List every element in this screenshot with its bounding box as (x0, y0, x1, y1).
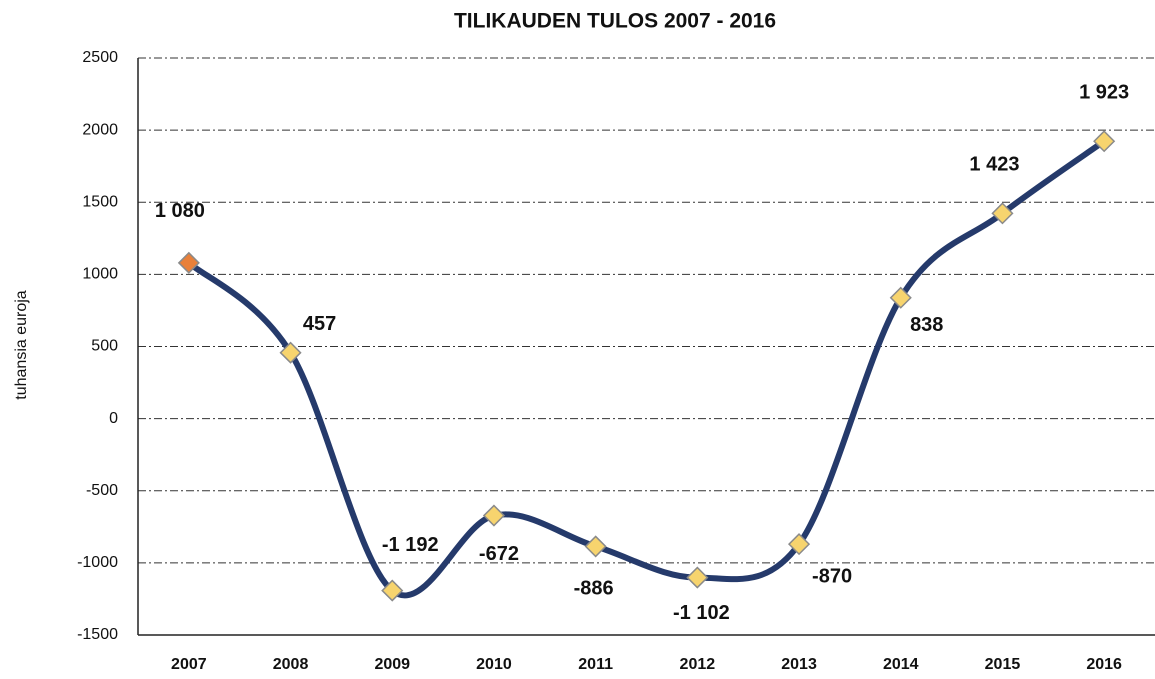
value-label: -870 (812, 565, 852, 587)
marker (381, 579, 404, 602)
marker (889, 286, 912, 309)
x-tick-label: 2014 (883, 656, 919, 673)
y-tick-label: 0 (109, 410, 118, 427)
x-tick-label: 2007 (171, 656, 207, 673)
value-label: 457 (303, 313, 336, 335)
marker (279, 341, 302, 364)
line (186, 138, 1106, 599)
y-tick-label: -1000 (77, 554, 118, 571)
x-tick-label: 2015 (985, 656, 1021, 673)
marker (991, 202, 1014, 225)
marker (584, 535, 607, 558)
y-tick-label: -500 (86, 482, 118, 499)
y-axis-label: tuhansia euroja (13, 290, 30, 400)
x-tick-label: 2013 (781, 656, 817, 673)
y-tick-label: 2500 (82, 49, 118, 66)
marker (482, 504, 506, 527)
x-tick-label: 2011 (578, 656, 613, 673)
value-label: 1 080 (155, 200, 205, 222)
value-label: 1 423 (969, 154, 1019, 176)
value-label: 838 (910, 314, 943, 336)
x-tick-label: 2009 (374, 656, 410, 673)
marker (787, 533, 811, 556)
value-label: -886 (574, 578, 614, 600)
marker (1093, 130, 1116, 153)
value-label: -1 102 (673, 602, 730, 624)
value-label: -672 (479, 543, 519, 565)
chart-title: TILIKAUDEN TULOS 2007 - 2016 (454, 10, 776, 33)
y-tick-label: 1000 (82, 266, 118, 283)
y-tick-label: -1500 (77, 626, 118, 643)
x-tick-label: 2016 (1086, 656, 1122, 673)
y-tick-label: 2000 (82, 121, 118, 138)
marker (686, 566, 709, 589)
y-tick-label: 500 (91, 338, 118, 355)
y-tick-label: 1500 (82, 193, 118, 210)
value-label: 1 923 (1079, 82, 1129, 104)
marker (177, 251, 200, 274)
x-tick-label: 2010 (476, 656, 512, 673)
x-tick-label: 2012 (680, 656, 716, 673)
value-label: -1 192 (382, 534, 439, 556)
x-tick-label: 2008 (273, 656, 309, 673)
